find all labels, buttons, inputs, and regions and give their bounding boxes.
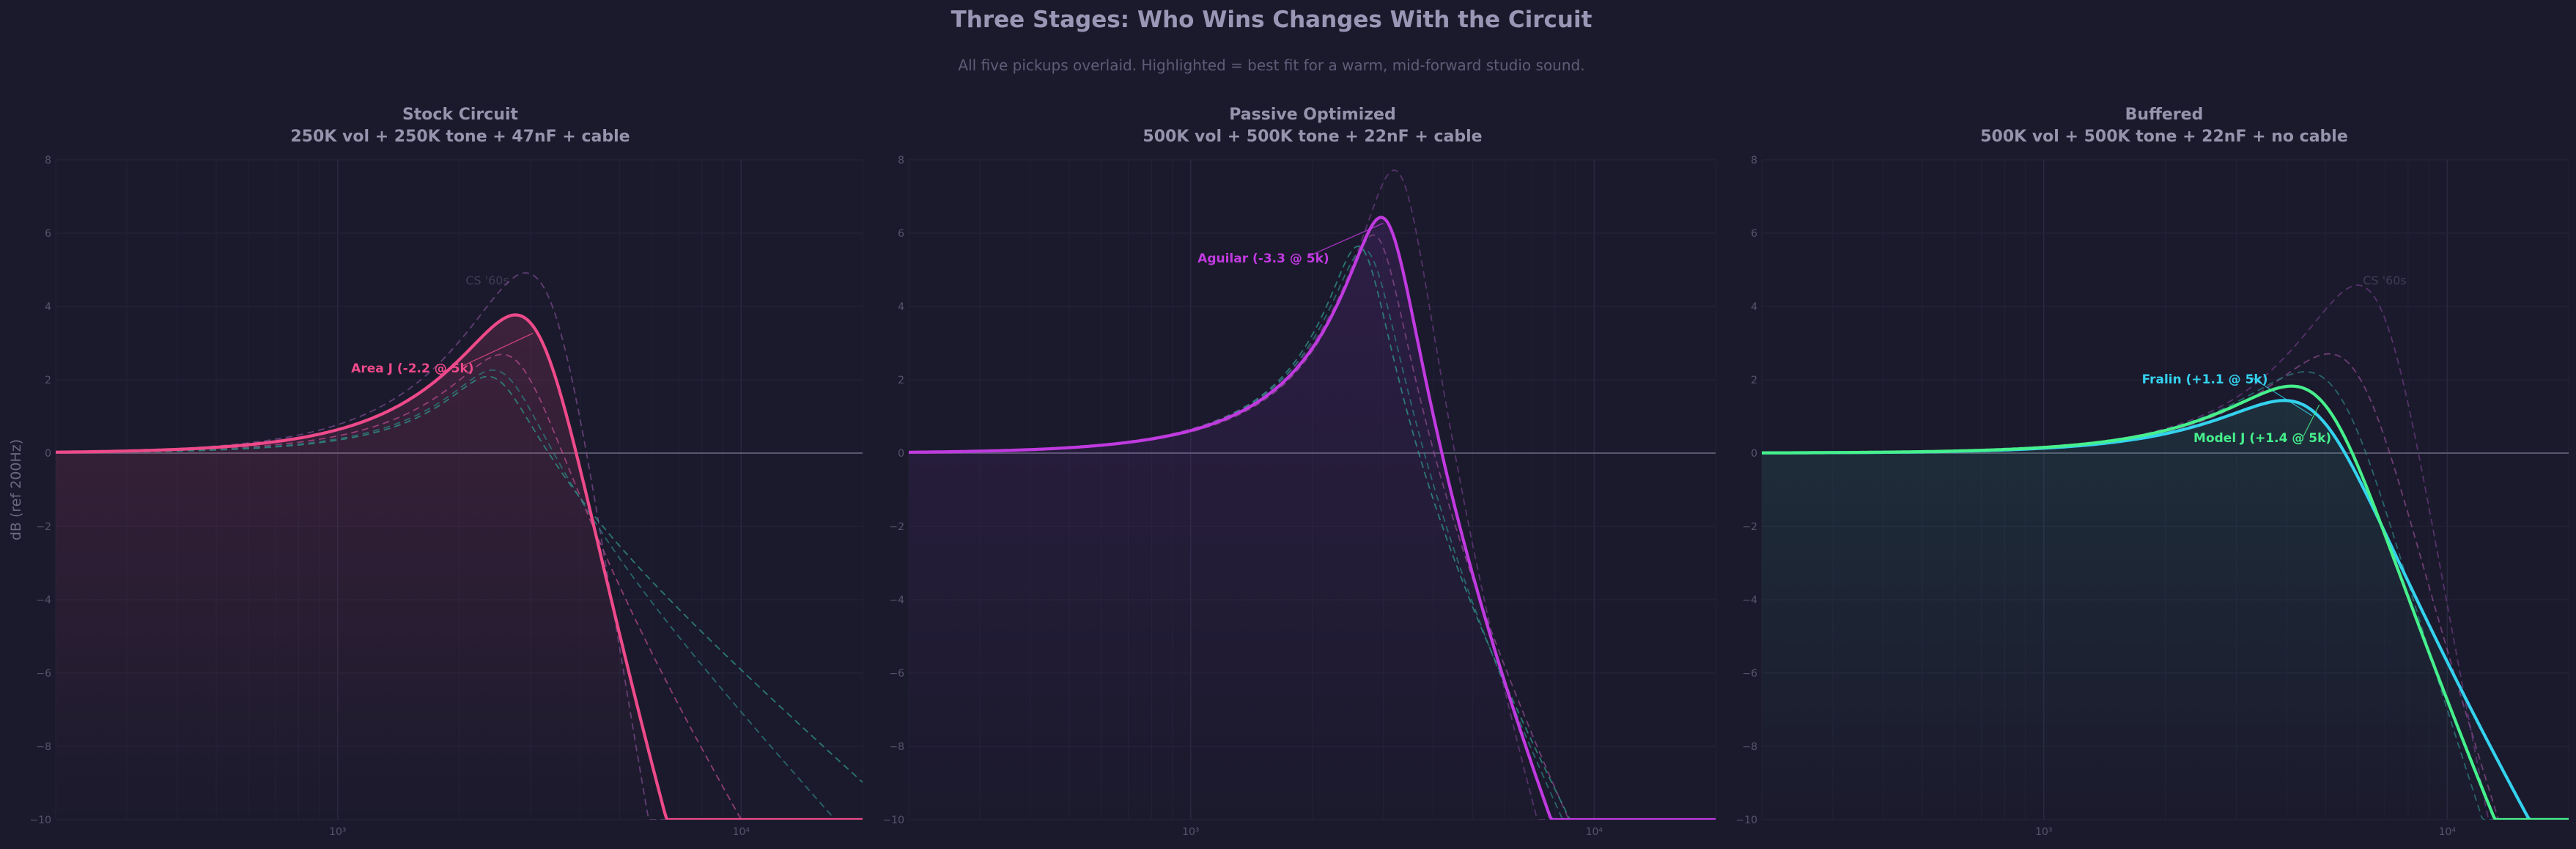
x-tick-label: 10³: [1182, 826, 1199, 838]
panel-passive-optimized: Passive Optimized 500K vol + 500K tone +…: [882, 106, 1716, 838]
series-annotation: Model J (+1.4 @ 5k): [2193, 431, 2331, 446]
series-line-highlight: [909, 216, 1716, 820]
x-tick-label: 10⁴: [733, 826, 750, 838]
series-annotation: Aguilar (-3.3 @ 5k): [1197, 251, 1329, 266]
x-tick-label: 10⁴: [1586, 826, 1603, 838]
y-tick-label: 4: [45, 301, 51, 313]
figure-subtitle: All five pickups overlaid. Highlighted =…: [958, 56, 1584, 74]
ghost-series-label: CS '60s: [2363, 273, 2407, 287]
panel-title-line2: 250K vol + 250K tone + 47nF + cable: [290, 128, 630, 146]
y-tick-label: 8: [1751, 155, 1757, 166]
y-tick-label: −4: [1742, 595, 1757, 606]
series-line-highlight: [56, 313, 863, 820]
y-tick-label: −6: [889, 668, 904, 680]
series-annotation: Area J (-2.2 @ 5k): [351, 361, 473, 376]
y-tick-label: −2: [36, 521, 51, 533]
series-annotation: Fralin (+1.1 @ 5k): [2142, 372, 2268, 387]
x-tick-label: 10³: [2035, 826, 2052, 838]
annotation-leader: [460, 332, 534, 367]
y-tick-label: −10: [1735, 815, 1757, 826]
y-tick-label: −10: [882, 815, 904, 826]
panel-title-line1: Passive Optimized: [1229, 106, 1395, 124]
y-tick-label: 0: [1751, 448, 1757, 460]
y-axis-label: dB (ref 200Hz): [8, 439, 24, 540]
y-tick-label: −10: [29, 815, 51, 826]
panel-title-line1: Buffered: [2125, 106, 2204, 124]
panel-title-line2: 500K vol + 500K tone + 22nF + no cable: [1980, 128, 2348, 146]
x-tick-label: 10³: [329, 826, 346, 838]
y-tick-label: −8: [1742, 741, 1757, 753]
series-line-dashed: [56, 369, 863, 820]
annotation-leader: [1307, 222, 1384, 257]
series-fill-area: [909, 217, 1716, 820]
annotation-leader: [2251, 377, 2313, 416]
y-tick-label: 6: [45, 228, 51, 240]
y-tick-label: 0: [45, 448, 51, 460]
plot-area: 8 6 4 2 0 −2 −4 −6 −8 −10 10³ 10⁴ CS '60s Fralin (+1.…: [1735, 155, 2569, 838]
annotation-leader: [2303, 404, 2320, 437]
series-fill-area: [1762, 400, 2569, 820]
y-tick-label: −8: [36, 741, 51, 753]
y-tick-label: −6: [36, 668, 51, 680]
y-tick-label: 2: [45, 375, 51, 386]
series-line-highlight: [1762, 384, 2569, 820]
y-tick-label: −8: [889, 741, 904, 753]
y-tick-label: 4: [898, 301, 904, 313]
y-tick-label: 6: [1751, 228, 1757, 240]
y-tick-label: −4: [889, 595, 904, 606]
y-tick-label: −2: [889, 521, 904, 533]
y-tick-label: −4: [36, 595, 51, 606]
panel-title-line1: Stock Circuit: [402, 106, 519, 124]
y-tick-label: −2: [1742, 521, 1757, 533]
y-tick-label: 8: [45, 155, 51, 166]
y-tick-label: 2: [1751, 375, 1757, 386]
ghost-series-label: CS '60s: [465, 273, 509, 287]
figure-title: Three Stages: Who Wins Changes With the …: [951, 7, 1593, 33]
x-tick-label: 10⁴: [2439, 826, 2457, 838]
y-tick-label: 0: [898, 448, 904, 460]
panel-stock-circuit: Stock Circuit 250K vol + 250K tone + 47n…: [29, 106, 863, 838]
plot-area: 8 6 4 2 0 −2 −4 −6 −8 −10 10³ 10⁴ CS '60s Area J (-2.…: [29, 155, 863, 838]
plot-area: 8 6 4 2 0 −2 −4 −6 −8 −10 10³ 10⁴ Aguilar (-3.3 @ 5k…: [882, 155, 1716, 838]
y-tick-label: 6: [898, 228, 904, 240]
series-fill-area: [56, 315, 863, 820]
y-tick-label: 4: [1751, 301, 1757, 313]
panel-buffered: Buffered 500K vol + 500K tone + 22nF + n…: [1735, 106, 2569, 838]
y-tick-label: 2: [898, 375, 904, 386]
y-tick-label: −6: [1742, 668, 1757, 680]
panel-title-line2: 500K vol + 500K tone + 22nF + cable: [1143, 128, 1482, 146]
y-tick-label: 8: [898, 155, 904, 166]
